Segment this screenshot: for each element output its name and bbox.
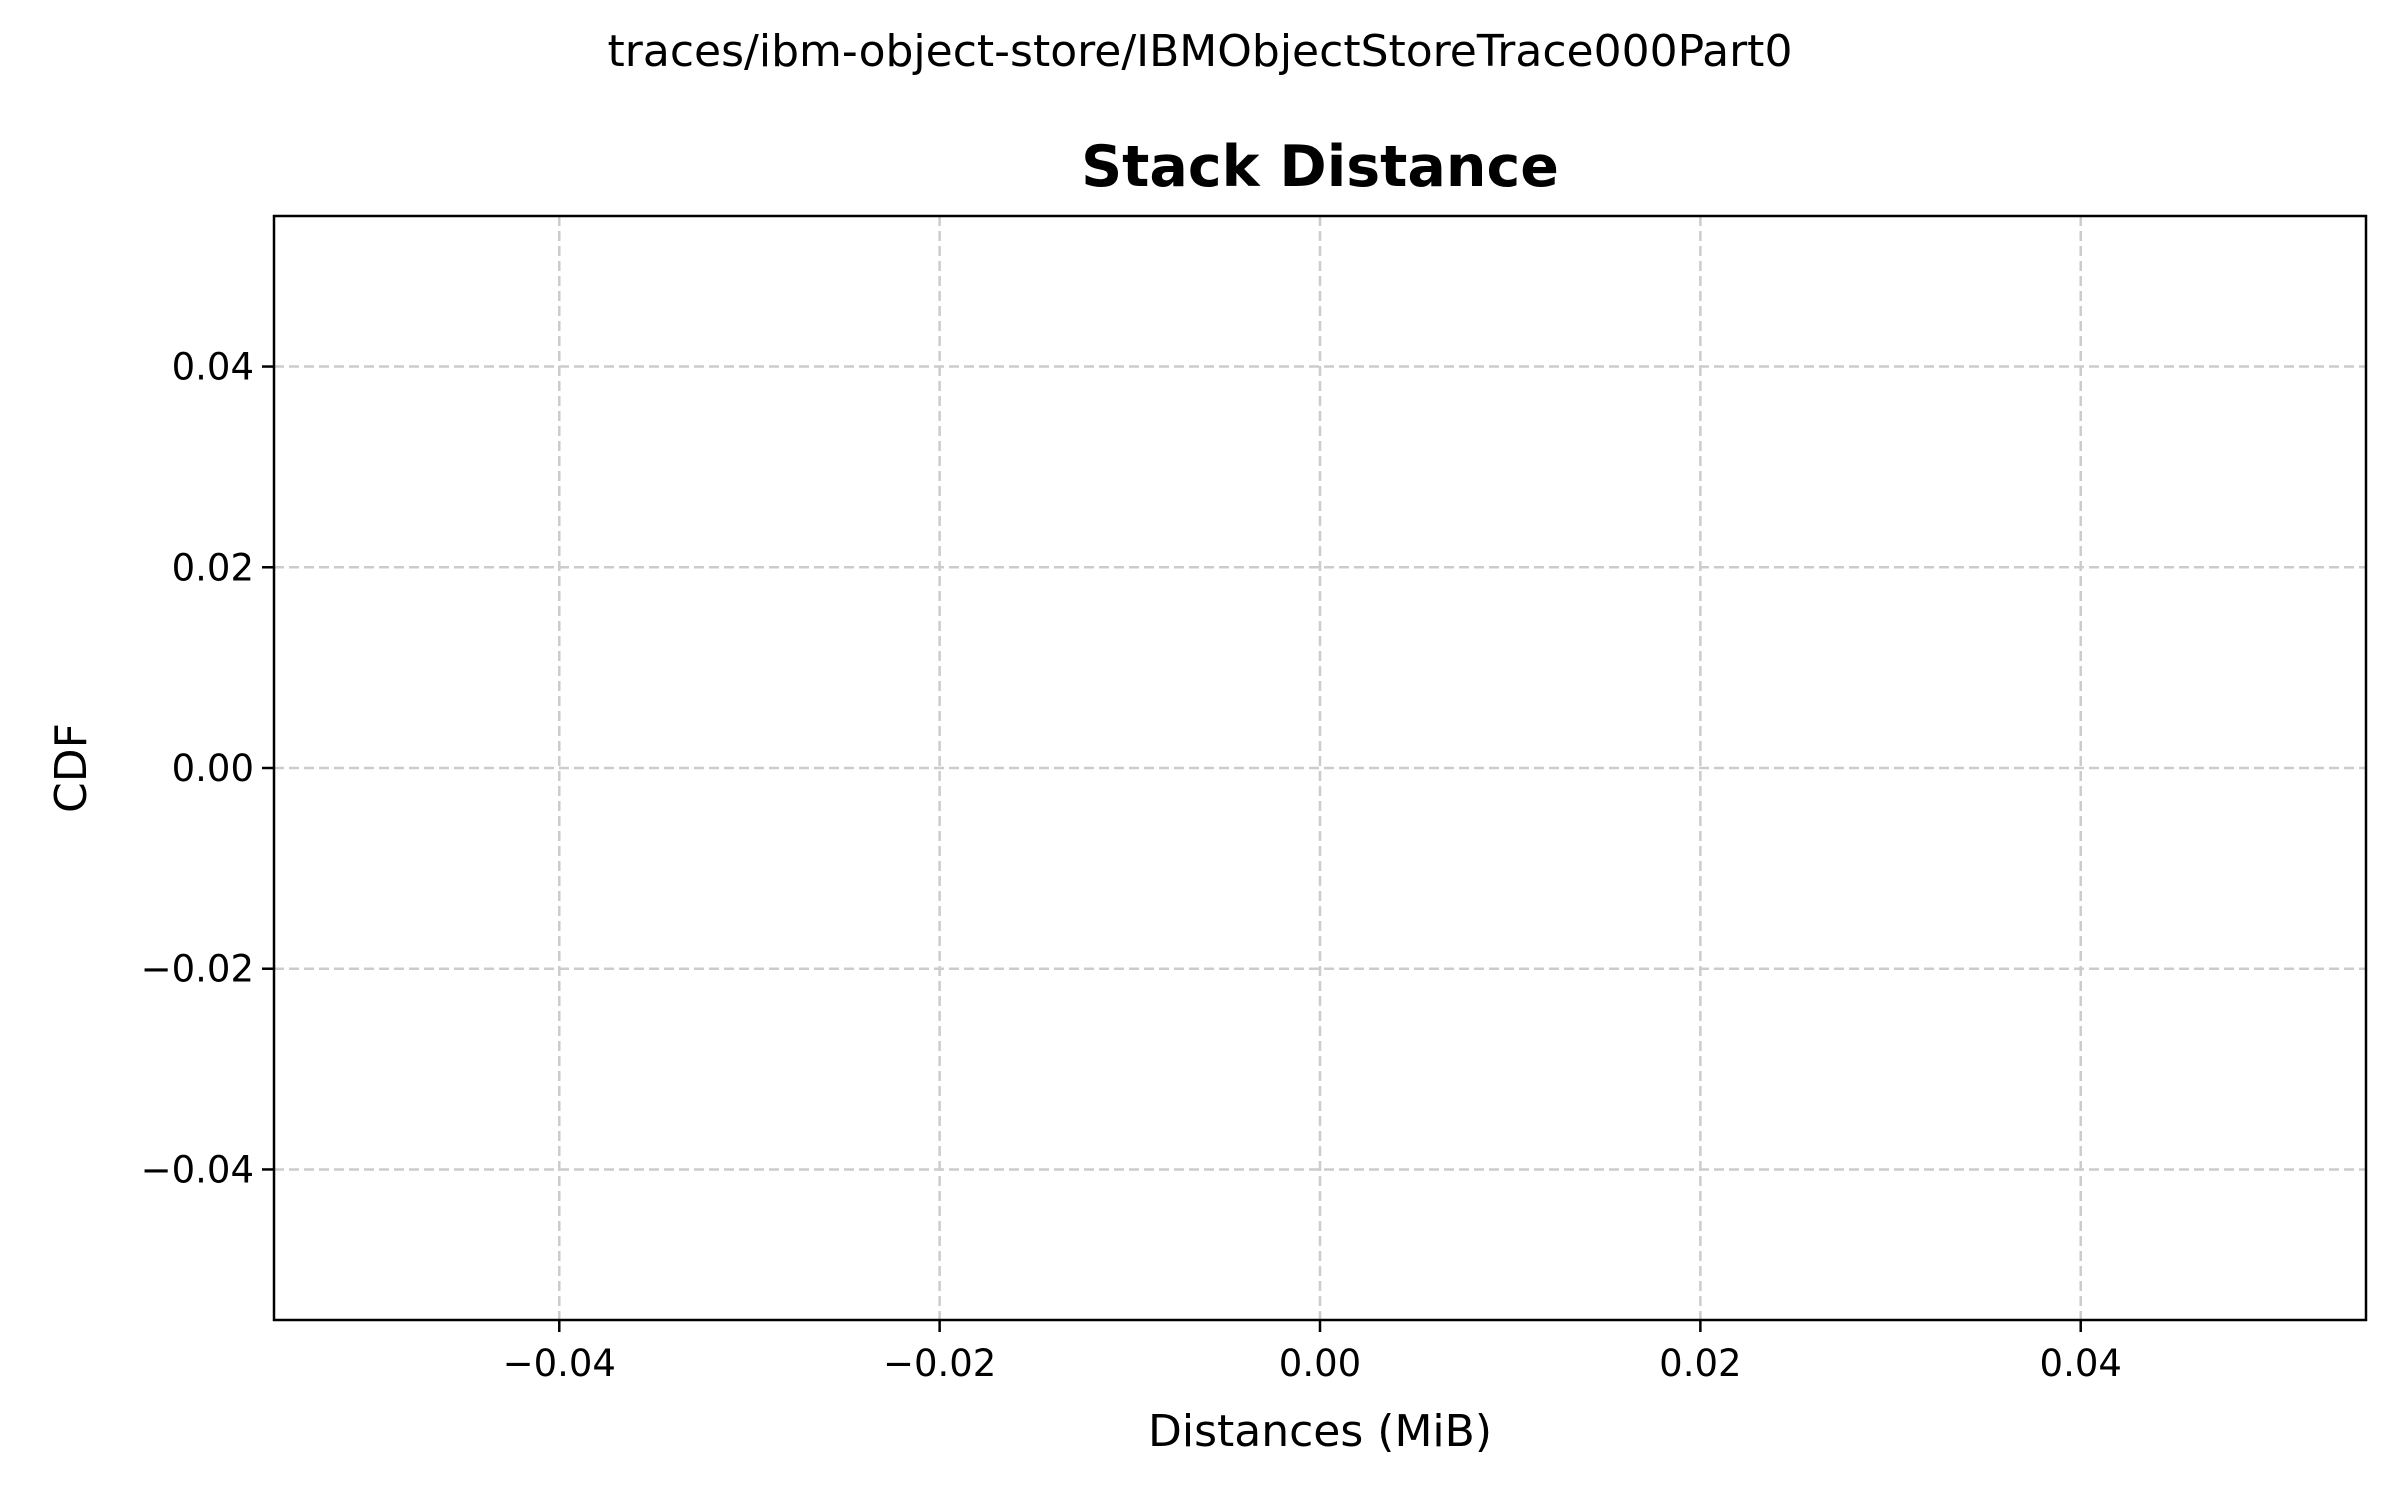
x-tick-label: −0.04: [503, 1342, 616, 1385]
y-axis-label: CDF: [46, 723, 97, 813]
x-tick-label: 0.04: [2040, 1342, 2122, 1385]
x-tick-label: 0.00: [1279, 1342, 1361, 1385]
y-axis-ticks: −0.04 −0.02 0.00 0.02 0.04: [141, 346, 274, 1191]
chart-title: Stack Distance: [1081, 134, 1559, 200]
y-tick-label: −0.02: [141, 948, 254, 991]
y-tick-label: 0.04: [172, 346, 254, 389]
x-axis-ticks: −0.04 −0.02 0.00 0.02 0.04: [503, 1320, 2122, 1385]
y-tick-label: −0.04: [141, 1148, 254, 1191]
x-axis-label: Distances (MiB): [1148, 1406, 1492, 1457]
plot-area: −0.04 −0.02 0.00 0.02 0.04 −0.04 −0.02 0.00 0.0…: [141, 214, 2368, 1385]
grid-layer: [274, 216, 2366, 1320]
y-tick-label: 0.00: [172, 747, 254, 790]
figure-suptitle: traces/ibm-object-store/IBMObjectStoreTr…: [608, 26, 1793, 77]
x-tick-label: −0.02: [883, 1342, 996, 1385]
x-tick-label: 0.02: [1659, 1342, 1741, 1385]
y-tick-label: 0.02: [172, 546, 254, 589]
